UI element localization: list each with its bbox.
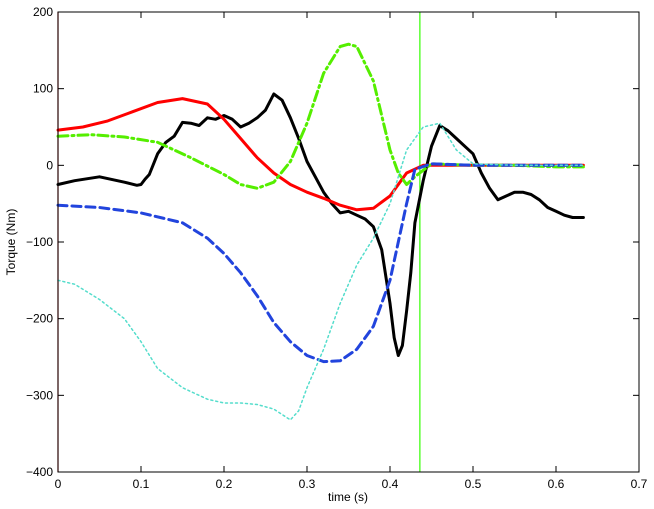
y-tick-label: 200 [33,5,53,19]
x-tick-label: 0.5 [465,477,482,491]
x-tick-label: 0.2 [216,477,233,491]
x-tick-label: 0.4 [382,477,399,491]
series-line-3 [56,162,585,364]
x-tick-label: 0.1 [133,477,150,491]
series-layer [56,42,585,421]
x-axis-label: time (s) [328,490,368,504]
series-line-1 [56,97,585,212]
y-tick-label: 0 [46,158,53,172]
x-tick-label: 0.3 [299,477,316,491]
y-tick-label: −200 [26,312,53,326]
y-tick-label: −100 [26,235,53,249]
plot-area [58,12,639,472]
y-tick-label: 100 [33,82,53,96]
series-line-2 [56,42,585,190]
axis-layer: 0 0.1 0.2 0.3 0.4 0.5 0.6 0.7 −400 −300 −200 −100 0 1… [26,5,648,491]
x-tick-label: 0.7 [631,477,648,491]
x-tick-label: 0 [55,477,62,491]
series-line-4 [57,122,585,421]
y-tick-label: −300 [26,388,53,402]
y-tick-label: −400 [26,465,53,479]
y-axis-label: Torque (Nm) [4,209,18,276]
x-tick-label: 0.6 [548,477,565,491]
series-line-0 [56,92,585,357]
